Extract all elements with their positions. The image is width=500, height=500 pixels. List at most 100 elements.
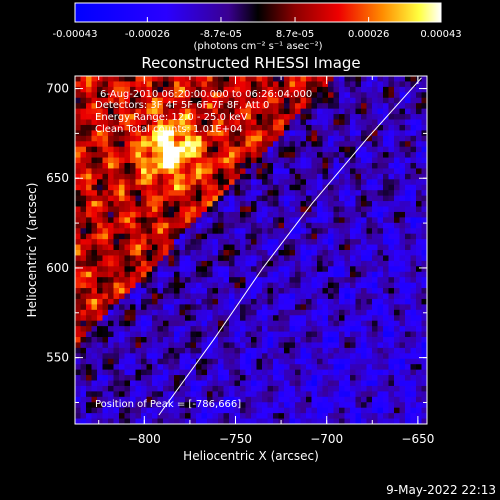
heatmap-cell (102, 396, 109, 403)
heatmap-cell (267, 271, 274, 278)
heatmap-cell (108, 190, 115, 197)
heatmap-cell (405, 364, 412, 371)
heatmap-cell (416, 288, 423, 295)
heatmap-cell (333, 298, 340, 305)
heatmap-cell (383, 293, 390, 300)
heatmap-cell (113, 119, 120, 126)
heatmap-cell (102, 385, 109, 392)
heatmap-cell (289, 173, 296, 180)
heatmap-cell (278, 141, 285, 148)
heatmap-cell (207, 92, 214, 99)
heatmap-cell (75, 81, 82, 88)
heatmap-cell (361, 337, 368, 344)
heatmap-cell (328, 168, 335, 175)
heatmap-cell (218, 342, 225, 349)
heatmap-cell (278, 396, 285, 403)
heatmap-cell (284, 152, 291, 159)
heatmap-cell (333, 413, 340, 420)
heatmap-cell (234, 396, 241, 403)
heatmap-cell (366, 309, 373, 316)
heatmap-cell (207, 396, 214, 403)
heatmap-cell (311, 250, 318, 257)
heatmap-cell (300, 288, 307, 295)
heatmap-cell (223, 347, 230, 354)
heatmap-cell (388, 347, 395, 354)
heatmap-cell (240, 119, 247, 126)
heatmap-cell (322, 173, 329, 180)
heatmap-cell (328, 342, 335, 349)
heatmap-cell (262, 157, 269, 164)
heatmap-cell (234, 369, 241, 376)
heatmap-cell (108, 326, 115, 333)
heatmap-cell (163, 201, 170, 208)
heatmap-cell (163, 304, 170, 311)
heatmap-cell (383, 385, 390, 392)
heatmap-cell (168, 342, 175, 349)
heatmap-cell (212, 222, 219, 229)
heatmap-cell (229, 152, 236, 159)
heatmap-cell (157, 124, 164, 131)
heatmap-cell (119, 315, 126, 322)
heatmap-cell (322, 250, 329, 257)
heatmap-cell (229, 271, 236, 278)
heatmap-cell (212, 239, 219, 246)
heatmap-cell (339, 347, 346, 354)
heatmap-cell (278, 407, 285, 414)
heatmap-cell (234, 217, 241, 224)
heatmap-cell (278, 201, 285, 208)
heatmap-cell (333, 304, 340, 311)
heatmap-cell (295, 152, 302, 159)
heatmap-cell (168, 260, 175, 267)
heatmap-cell (278, 391, 285, 398)
heatmap-cell (405, 337, 412, 344)
heatmap-cell (229, 304, 236, 311)
heatmap-cell (328, 163, 335, 170)
heatmap-cell (333, 206, 340, 213)
heatmap-cell (146, 76, 153, 83)
heatmap-cell (377, 309, 384, 316)
heatmap-cell (168, 163, 175, 170)
heatmap-cell (350, 217, 357, 224)
heatmap-cell (306, 206, 313, 213)
heatmap-cell (289, 293, 296, 300)
heatmap-cell (185, 179, 192, 186)
heatmap-cell (135, 163, 142, 170)
heatmap-cell (410, 331, 417, 338)
heatmap-cell (262, 239, 269, 246)
heatmap-cell (344, 418, 351, 424)
heatmap-cell (240, 369, 247, 376)
heatmap-cell (190, 152, 197, 159)
heatmap-cell (212, 163, 219, 170)
heatmap-cell (157, 277, 164, 284)
heatmap-cell (91, 146, 98, 153)
heatmap-cell (322, 146, 329, 153)
heatmap-cell (124, 326, 131, 333)
heatmap-cell (229, 320, 236, 327)
heatmap-cell (355, 315, 362, 322)
heatmap-cell (234, 402, 241, 409)
heatmap-cell (421, 342, 427, 349)
heatmap-cell (355, 81, 362, 88)
heatmap-cell (388, 135, 395, 142)
heatmap-cell (273, 152, 280, 159)
heatmap-cell (218, 76, 225, 83)
heatmap-cell (405, 293, 412, 300)
heatmap-cell (130, 320, 137, 327)
heatmap-cell (311, 391, 318, 398)
heatmap-cell (372, 396, 379, 403)
heatmap-cell (405, 141, 412, 148)
heatmap-cell (267, 108, 274, 115)
heatmap-cell (405, 103, 412, 110)
heatmap-cell (284, 103, 291, 110)
heatmap-cell (251, 380, 258, 387)
heatmap-cell (130, 92, 137, 99)
heatmap-cell (179, 179, 186, 186)
heatmap-cell (108, 375, 115, 382)
heatmap-cell (322, 342, 329, 349)
heatmap-cell (421, 418, 427, 424)
heatmap-cell (185, 114, 192, 121)
heatmap-cell (383, 124, 390, 131)
heatmap-cell (146, 86, 153, 93)
heatmap-cell (240, 201, 247, 208)
heatmap-cell (146, 244, 153, 251)
